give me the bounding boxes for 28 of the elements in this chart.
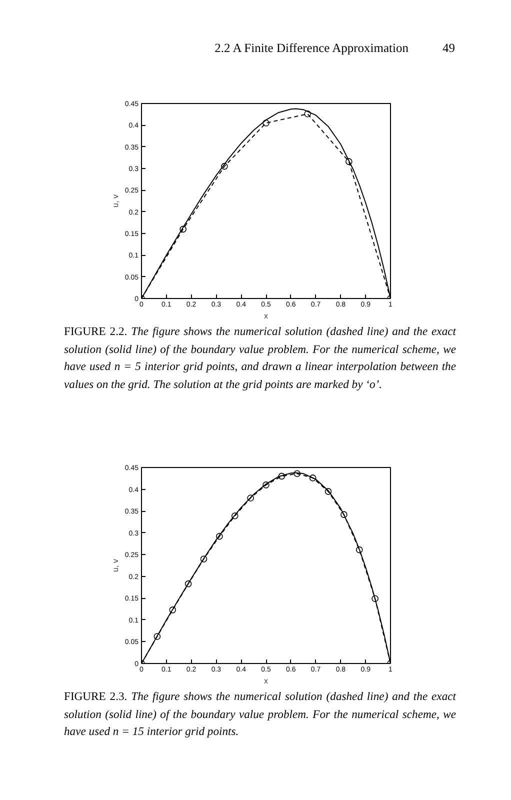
x-axis-title: x [264, 312, 268, 320]
point [294, 470, 301, 477]
point [340, 511, 348, 518]
y-axis-title: u, v [110, 194, 120, 208]
caption: FIGURE 2.3. The figure shows the numerical solution (dashed line) and the exact solution (solid line) of the boundary value problem. For the numerical scheme, we have used n = 15 interior grid points. [64, 690, 456, 738]
point [200, 556, 208, 562]
x-axis-title: x [264, 676, 268, 686]
point [154, 633, 161, 640]
point [262, 120, 270, 126]
text: 49 [442, 41, 455, 55]
point [356, 546, 363, 554]
point [304, 110, 311, 118]
caption: FIGURE 2.2. The figure shows the numerical solution (dashed line) and the exact solution (solid line) of the boundary value problem. For the numerical scheme, we have used n = 5 interior grid points, and drawn a linear interpolation between the values on the grid. The solution at the grid points are marked by ‘o’. [64, 325, 456, 391]
point [221, 162, 228, 170]
point [262, 482, 270, 488]
point [169, 606, 176, 614]
point [247, 494, 254, 502]
point [180, 226, 186, 233]
point [184, 580, 192, 588]
point [278, 472, 286, 480]
point [346, 158, 352, 165]
text: 2.2 A Finite Difference Approximation [214, 41, 408, 55]
point [309, 474, 316, 482]
point [324, 488, 332, 495]
point [372, 595, 378, 602]
point [216, 532, 223, 540]
y-axis-title: u, v [110, 559, 120, 572]
point [231, 512, 238, 520]
